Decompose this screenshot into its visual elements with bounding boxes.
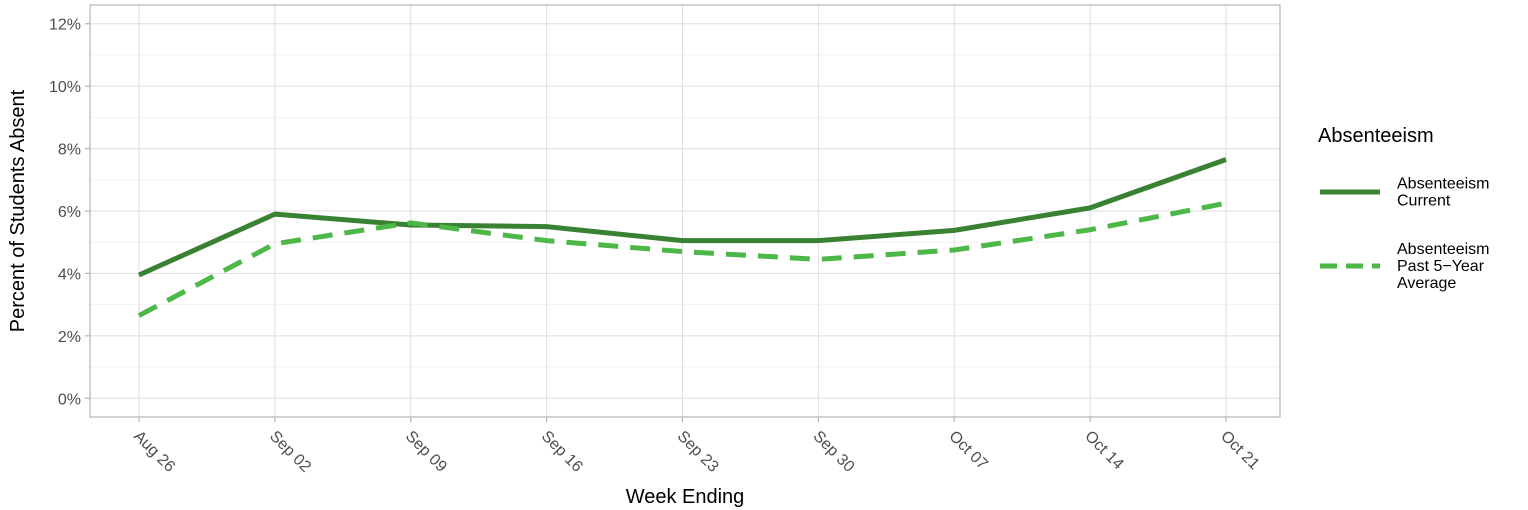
y-tick-label: 0% bbox=[58, 391, 81, 408]
series-line-past-5-year-average bbox=[137, 200, 1227, 318]
x-axis-ticks: Aug 26 Sep 02 Sep 09 Sep 16 Sep 23 Sep 30 Oct … bbox=[130, 417, 1263, 476]
y-tick-label: 2% bbox=[58, 329, 81, 346]
series-lines bbox=[137, 157, 1227, 318]
x-tick-label: Sep 23 bbox=[674, 428, 722, 476]
y-tick-label: 10% bbox=[49, 79, 81, 96]
y-tick-label: 8% bbox=[58, 142, 81, 159]
x-tick-label: Aug 26 bbox=[130, 428, 178, 476]
y-tick-label: 12% bbox=[49, 17, 81, 34]
x-tick-label: Oct 07 bbox=[945, 428, 990, 473]
y-tick-label: 6% bbox=[58, 204, 81, 221]
x-axis-title: Week Ending bbox=[626, 486, 745, 508]
x-tick-label: Oct 21 bbox=[1217, 428, 1262, 473]
legend-items: Absenteeism Current Absenteeism Past 5−Year… bbox=[1320, 176, 1490, 292]
legend-title: Absenteeism bbox=[1318, 125, 1434, 147]
x-tick-label: Sep 30 bbox=[810, 428, 858, 476]
x-tick-label: Sep 16 bbox=[538, 428, 586, 476]
legend-label: Absenteeism Past 5−Year Average bbox=[1397, 241, 1490, 292]
gridlines bbox=[90, 5, 1280, 417]
x-tick-label: Oct 14 bbox=[1081, 428, 1126, 473]
x-tick-label: Sep 09 bbox=[402, 428, 450, 476]
y-axis-title: Percent of Students Absent bbox=[7, 89, 29, 332]
x-tick-label: Sep 02 bbox=[266, 428, 314, 476]
y-axis-ticks: 0% 2% 4% 6% 8% 10% 12% bbox=[49, 17, 90, 408]
legend: Absenteeism Absenteeism CurrentAbsenteeis… bbox=[1318, 125, 1490, 292]
y-tick-label: 4% bbox=[58, 266, 81, 283]
legend-label: Absenteeism Current bbox=[1397, 176, 1490, 210]
